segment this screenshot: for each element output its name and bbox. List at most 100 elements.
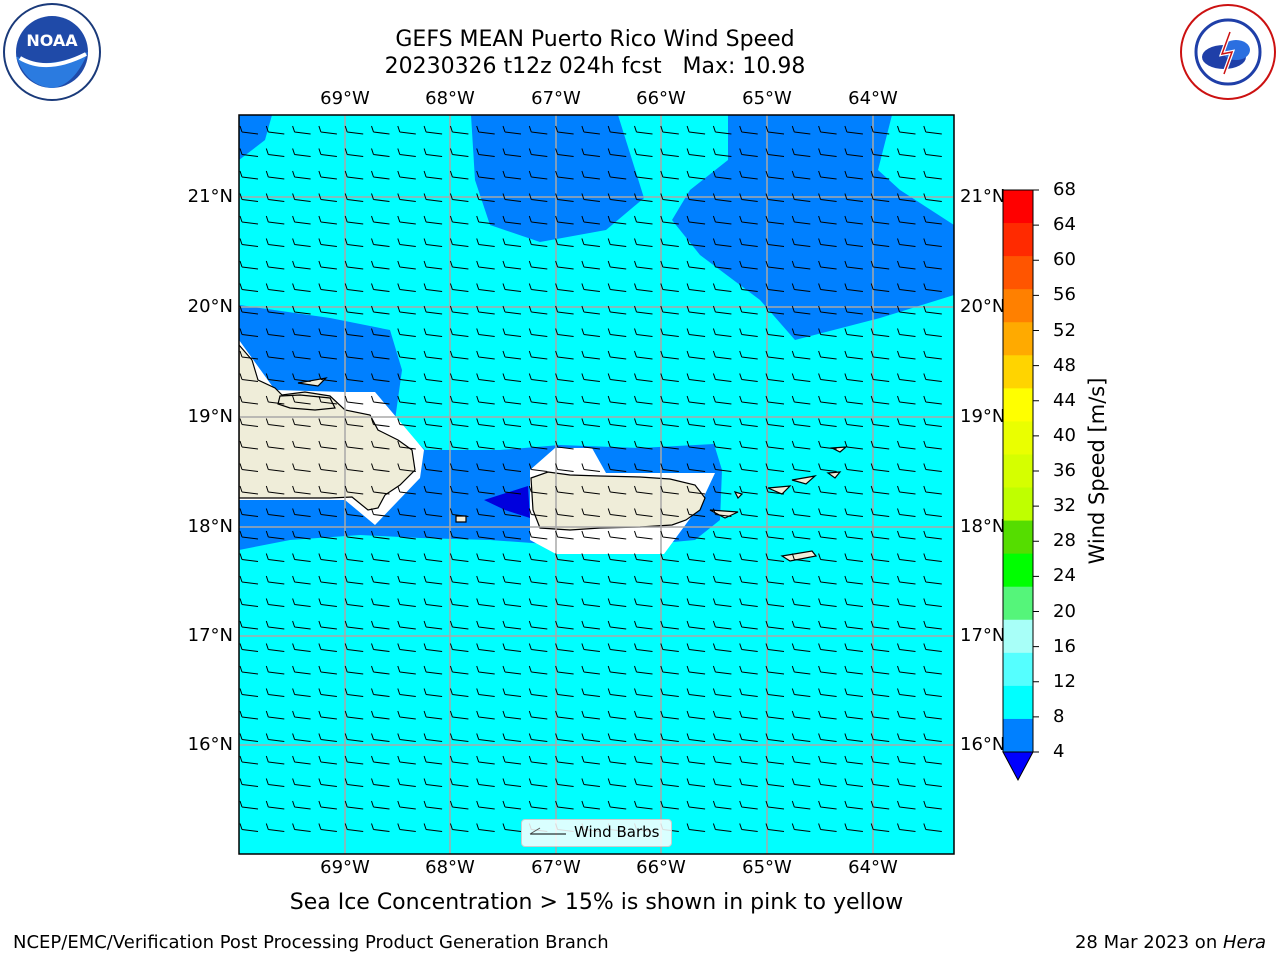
wind-barb: [528, 215, 548, 225]
wind-barb: [897, 688, 916, 697]
wind-barb: [660, 643, 679, 652]
wind-barb: [292, 553, 311, 562]
wind-barb: [712, 395, 732, 405]
wind-barb: [791, 148, 811, 157]
wind-barb: [607, 305, 627, 315]
wind-barb: [397, 620, 416, 630]
colorbar-segment: [1003, 553, 1033, 588]
wind-barb: [634, 643, 653, 652]
wind-barb: [344, 800, 364, 810]
wind-barb: [318, 530, 337, 540]
wind-barb: [739, 305, 758, 315]
lon-tick-label-top: 67°W: [531, 88, 581, 109]
wind-barb: [265, 395, 285, 405]
wind-barb: [634, 418, 653, 427]
lat-tick-label-right: 17°N: [960, 625, 1006, 646]
wind-barb: [555, 620, 574, 630]
wind-barb: [712, 148, 732, 157]
wind-barb: [844, 193, 863, 202]
wind-barb: [239, 418, 259, 427]
wind-barb: [897, 643, 916, 652]
wind-barb: [528, 125, 548, 135]
wind-barb: [923, 125, 942, 135]
wind-barb: [528, 553, 548, 562]
wind-barb: [265, 800, 285, 810]
wind-barb: [844, 328, 863, 337]
wind-barb: [344, 710, 364, 720]
wind-barb: [239, 508, 259, 517]
wind-barb: [607, 710, 627, 720]
colorbar-tick-label: 12: [1053, 670, 1076, 692]
wind-barb: [344, 395, 364, 405]
wind-barb: [739, 553, 758, 562]
wind-barb: [476, 823, 495, 832]
wind-barb: [818, 598, 837, 607]
wind-barb: [449, 373, 469, 382]
wind-barb: [765, 418, 785, 427]
wind-barb: [844, 305, 863, 315]
wind-barb: [607, 575, 627, 585]
wind-barb: [555, 328, 574, 337]
wind-barb: [239, 170, 259, 180]
wind-barb: [371, 463, 390, 472]
wind-barb: [265, 733, 285, 742]
wind-barb: [449, 305, 469, 315]
colorbar-tick-label: 64: [1053, 214, 1076, 236]
wind-barb: [239, 530, 259, 540]
lon-tick-label-bottom: 65°W: [742, 857, 792, 878]
wind-barb: [449, 530, 469, 540]
wind-barb: [449, 395, 469, 405]
wind-barb: [634, 485, 653, 495]
wind-barb: [844, 643, 863, 652]
wind-barb: [844, 688, 863, 697]
wind-barb: [371, 193, 390, 202]
wind-barb: [739, 688, 758, 697]
wind-barb: [765, 463, 785, 472]
wind-barb: [712, 823, 732, 832]
wind-barb: [686, 755, 706, 765]
wind-barb: [397, 193, 416, 202]
wind-barb: [292, 440, 311, 450]
wind-barb: [686, 373, 706, 382]
wind-barb: [765, 148, 785, 157]
colorbar-segment: [1003, 718, 1033, 753]
wind-barb: [607, 238, 627, 247]
wind-barb: [318, 215, 337, 225]
wind-barb: [292, 665, 311, 675]
wind-barb: [870, 508, 890, 517]
wind-barb: [818, 283, 837, 292]
wind-barb: [581, 800, 600, 810]
wind-barb: [897, 778, 916, 787]
wind-barb: [371, 778, 390, 787]
wind-barb: [844, 598, 863, 607]
wind-barb: [739, 598, 758, 607]
wind-barb: [292, 733, 311, 742]
wind-barb: [581, 665, 600, 675]
wind-barb: [923, 418, 942, 427]
wind-barb: [239, 643, 259, 652]
wind-barb: [660, 283, 679, 292]
wind-barb: [528, 530, 548, 540]
footer-right: 28 Mar 2023 on Hera: [1074, 932, 1266, 953]
wind-barb: [502, 530, 522, 540]
wind-barb: [739, 395, 758, 405]
wind-barb: [397, 485, 416, 495]
wind-barb: [581, 260, 600, 270]
wind-barb: [265, 328, 285, 337]
wind-barb: [765, 530, 785, 540]
wind-barb: [634, 553, 653, 562]
wind-barb: [739, 755, 758, 765]
wind-barb: [397, 553, 416, 562]
wind-barb: [818, 688, 837, 697]
wind-barb: [581, 328, 600, 337]
wind-barb: [344, 575, 364, 585]
wind-barb: [581, 553, 600, 562]
wind-barb: [528, 778, 548, 787]
wind-barb: [791, 193, 811, 202]
wind-barb: [555, 755, 574, 765]
graticule-grid: [239, 115, 954, 854]
wind-barb: [660, 463, 679, 472]
wind-barb: [476, 508, 495, 517]
wind-barb: [581, 530, 600, 540]
